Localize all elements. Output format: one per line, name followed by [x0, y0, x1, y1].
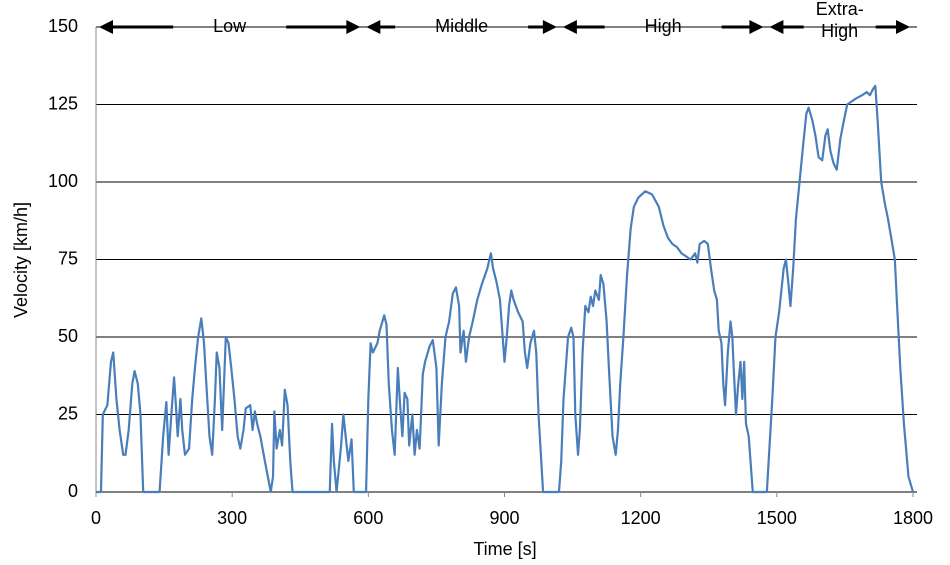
x-tick-label: 1800	[893, 508, 933, 528]
x-tick-label: 600	[353, 508, 383, 528]
y-tick-label: 25	[58, 403, 78, 423]
arrow-head	[366, 20, 381, 34]
velocity-line	[96, 84, 915, 494]
x-tick-label: 300	[217, 508, 247, 528]
y-axis-title: Velocity [km/h]	[11, 202, 31, 318]
phase-label-line: High	[821, 21, 858, 41]
phase-label-line: Extra-	[816, 0, 864, 19]
arrow-head	[542, 20, 557, 34]
arrow-head	[562, 20, 577, 34]
arrow-head	[99, 20, 113, 34]
arrow-head	[769, 20, 784, 34]
x-tick-label: 0	[91, 508, 101, 528]
phase-label: Middle	[435, 16, 488, 36]
arrow-head	[896, 20, 910, 34]
y-tick-label: 100	[48, 171, 78, 191]
x-tick-label: 900	[489, 508, 519, 528]
arrow-head	[749, 20, 764, 34]
x-axis-title: Time [s]	[473, 539, 536, 559]
phase-label: Extra- High	[816, 0, 864, 41]
x-tick-label: 1200	[621, 508, 661, 528]
arrow-head	[346, 20, 361, 34]
x-tick-label: 1500	[757, 508, 797, 528]
y-tick-label: 150	[48, 16, 78, 36]
phase-label: Low	[213, 16, 247, 36]
y-tick-label: 0	[68, 481, 78, 501]
y-tick-label: 125	[48, 93, 78, 113]
y-tick-label: 75	[58, 248, 78, 268]
y-tick-label: 50	[58, 326, 78, 346]
phase-label: High	[645, 16, 682, 36]
